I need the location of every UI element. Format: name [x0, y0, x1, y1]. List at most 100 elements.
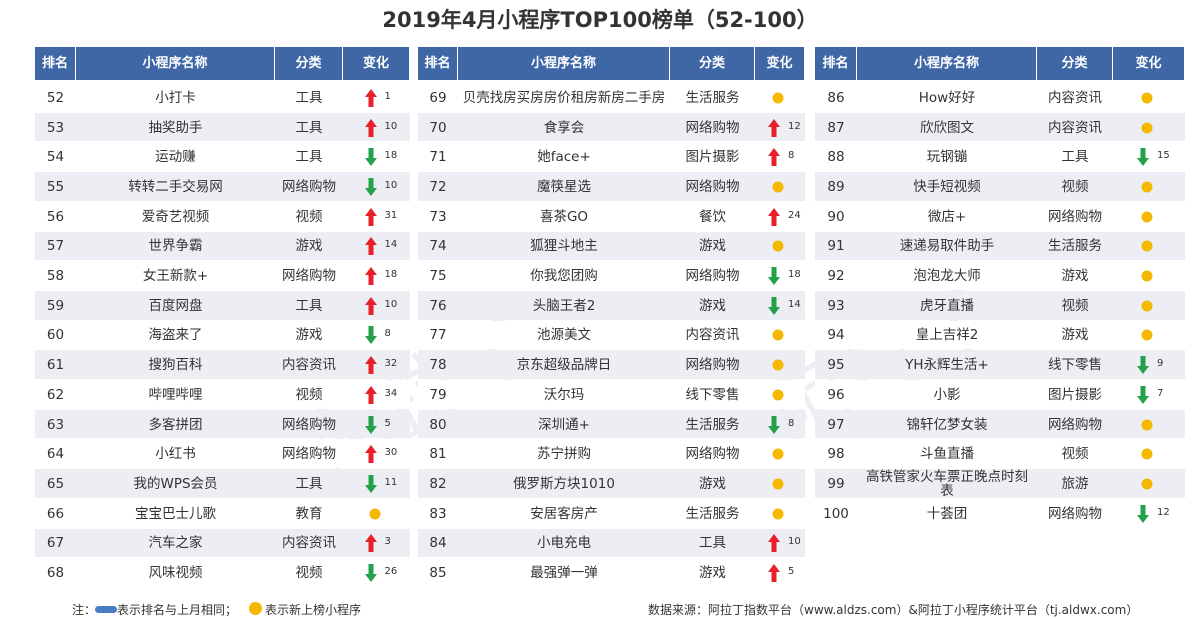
category-cell: 线下零售 — [1048, 357, 1102, 374]
name-cell: 世界争霸 — [148, 238, 203, 255]
name-cell: 百度网盘 — [148, 297, 203, 314]
name-cell: 沃尔玛 — [543, 386, 585, 403]
trend-shape — [364, 177, 377, 196]
trend-icon — [772, 478, 784, 490]
row-bg — [815, 409, 1185, 439]
name-cell: 最强弹一弹 — [530, 565, 598, 582]
name-cell: 安居客房产 — [530, 505, 598, 522]
name-cell: 搜狗百科 — [148, 357, 203, 374]
change-value: 9 — [1157, 358, 1164, 370]
category-cell: 内容资讯 — [282, 535, 336, 552]
name-cell: 俄罗斯方块1010 — [513, 475, 615, 492]
name-cell: 小打卡 — [155, 89, 196, 106]
header-cell: 分类 — [1037, 47, 1113, 80]
trend-icon — [1141, 300, 1153, 312]
rank-cell: 60 — [46, 327, 65, 344]
change-value: 8 — [788, 417, 795, 429]
category-cell: 游戏 — [1061, 268, 1089, 285]
change-value: 10 — [384, 298, 398, 310]
change-value: 10 — [384, 179, 398, 191]
row-bg — [418, 498, 805, 528]
trend-icon — [364, 326, 377, 345]
row-bg — [35, 409, 410, 439]
name-cell: 皇上吉祥2 — [915, 327, 979, 344]
rank-cell: 91 — [827, 238, 845, 255]
trend-icon — [369, 508, 380, 520]
trend-icon — [768, 415, 780, 434]
row-bg — [35, 142, 410, 172]
rank-cell: 84 — [429, 535, 447, 552]
header-cell: 小程序名称 — [76, 47, 275, 80]
name-cell: 她face+ — [537, 149, 591, 166]
category-cell: 教育 — [295, 505, 323, 522]
rank-cell: 64 — [46, 446, 65, 463]
trend-icon — [768, 207, 780, 226]
row-bg — [35, 261, 410, 290]
trend-shape — [772, 478, 784, 490]
name-cell: 深圳通+ — [538, 416, 590, 433]
note-new: 表示新上榜小程序 — [265, 603, 362, 617]
trend-icon — [772, 448, 784, 460]
rank-cell: 85 — [429, 565, 447, 582]
category-cell: 生活服务 — [685, 416, 740, 433]
row-bg — [35, 112, 410, 142]
trend-icon — [768, 148, 780, 167]
change-value: 14 — [384, 239, 398, 251]
trend-icon — [364, 534, 377, 553]
trend-icon — [772, 92, 784, 104]
category-cell: 内容资讯 — [1048, 89, 1102, 106]
rank-cell: 72 — [429, 178, 447, 195]
trend-icon — [768, 296, 780, 315]
category-cell: 游戏 — [699, 238, 726, 255]
row-bg — [35, 201, 410, 231]
rank-cell: 52 — [46, 89, 65, 106]
trend-shape — [364, 118, 377, 137]
row-bg — [35, 498, 410, 528]
change-value: 32 — [384, 358, 398, 370]
rank-cell: 78 — [429, 357, 447, 374]
row-bg — [815, 201, 1185, 231]
row-bg — [815, 83, 1185, 112]
category-cell: 图片摄影 — [1048, 386, 1102, 403]
row-bg — [35, 83, 410, 112]
header-cell: 小程序名称 — [458, 47, 670, 80]
name-cell: 魔筷星选 — [537, 178, 591, 195]
row-bg — [35, 172, 410, 201]
rank-cell: 62 — [46, 386, 65, 403]
name-cell: 小红书 — [155, 446, 196, 463]
trend-shape — [772, 389, 784, 401]
name-cell: 你我您团购 — [530, 268, 598, 285]
rank-cell: 74 — [429, 238, 447, 255]
row-bg — [418, 528, 805, 558]
trend-icon — [364, 237, 377, 256]
trend-icon — [364, 385, 377, 404]
trend-icon — [1141, 181, 1153, 193]
category-cell: 网络购物 — [685, 119, 740, 136]
row-bg — [815, 172, 1185, 201]
category-cell: 生活服务 — [1048, 238, 1102, 255]
header-cell: 变化 — [343, 47, 410, 80]
row-bg — [418, 469, 805, 498]
trend-shape — [364, 445, 377, 464]
rank-cell: 100 — [823, 505, 849, 522]
trend-shape — [768, 207, 780, 226]
row-bg — [815, 320, 1185, 350]
row-bg — [815, 290, 1185, 320]
name-cell: 微店+ — [927, 208, 967, 225]
trend-icon — [768, 564, 780, 583]
rank-cell: 96 — [827, 386, 845, 403]
category-cell: 游戏 — [295, 327, 323, 344]
change-value: 8 — [788, 150, 795, 162]
category-cell: 游戏 — [699, 297, 726, 314]
category-cell: 工具 — [295, 475, 323, 492]
rank-cell: 94 — [827, 327, 845, 344]
change-value: 5 — [384, 417, 391, 429]
category-cell: 网络购物 — [282, 446, 336, 463]
rank-cell: 76 — [429, 297, 447, 314]
trend-icon — [772, 389, 784, 401]
trend-shape — [768, 534, 780, 553]
trend-icon — [772, 329, 784, 341]
change-value: 18 — [788, 269, 801, 281]
trend-shape — [364, 88, 377, 107]
rank-cell: 86 — [827, 89, 845, 106]
